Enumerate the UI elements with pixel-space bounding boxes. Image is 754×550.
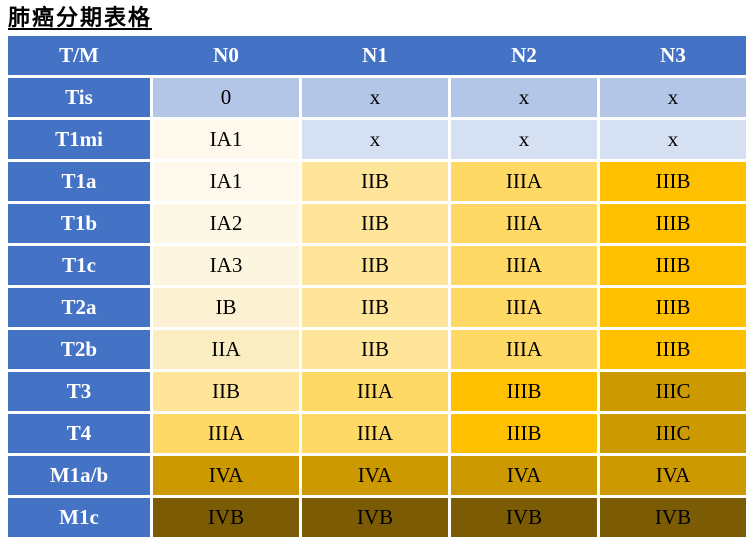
stage-cell: IIIB	[600, 246, 746, 285]
stage-cell: IIIB	[451, 372, 597, 411]
stage-cell: IVB	[302, 498, 448, 537]
stage-cell: IA2	[153, 204, 299, 243]
stage-cell: IIB	[302, 330, 448, 369]
stage-cell: x	[302, 120, 448, 159]
row-header-t3: T3	[8, 372, 150, 411]
stage-cell: IIIB	[600, 330, 746, 369]
stage-cell: IVA	[451, 456, 597, 495]
stage-cell: IIIA	[302, 372, 448, 411]
stage-cell: IIIA	[153, 414, 299, 453]
stage-cell: IIIB	[600, 204, 746, 243]
stage-cell: IIIC	[600, 372, 746, 411]
page-title: 肺癌分期表格	[8, 5, 153, 30]
column-header-t-m: T/M	[59, 43, 99, 67]
stage-cell: IIA	[153, 330, 299, 369]
stage-cell: IIB	[302, 162, 448, 201]
stage-cell: x	[451, 120, 597, 159]
column-header-n3: N3	[660, 43, 686, 67]
row-header-t1b: T1b	[8, 204, 150, 243]
stage-cell: x	[600, 78, 746, 117]
stage-cell: IIIC	[600, 414, 746, 453]
stage-cell: IA3	[153, 246, 299, 285]
row-header-t2b: T2b	[8, 330, 150, 369]
stage-cell: IA1	[153, 120, 299, 159]
row-header-t4: T4	[8, 414, 150, 453]
stage-cell: IIIA	[451, 330, 597, 369]
stage-cell: IVB	[451, 498, 597, 537]
row-header-t1a: T1a	[8, 162, 150, 201]
column-header-n2: N2	[511, 43, 537, 67]
staging-table: T/M N0 N1 N2 N3 Tis 0 x x x T1mi IA1 x x x T1a IA1 IIB II…	[8, 36, 746, 537]
stage-cell: IIIB	[451, 414, 597, 453]
stage-cell: x	[600, 120, 746, 159]
stage-cell: IA1	[153, 162, 299, 201]
column-header-n0: N0	[213, 43, 239, 67]
column-header-n1: N1	[362, 43, 388, 67]
row-header-t1mi: T1mi	[8, 120, 150, 159]
row-header-m1a-b: M1a/b	[8, 456, 150, 495]
stage-cell: 0	[153, 78, 299, 117]
stage-cell: IIB	[153, 372, 299, 411]
stage-cell: x	[302, 78, 448, 117]
stage-cell: IIB	[302, 288, 448, 327]
stage-cell: IIIA	[451, 204, 597, 243]
row-header-t1c: T1c	[8, 246, 150, 285]
stage-cell: IIIA	[451, 246, 597, 285]
document-page: 肺癌分期表格 T/M N0 N1 N2 N3 Tis 0 x x x T1mi IA1 x x x T1a I…	[8, 5, 746, 537]
stage-cell: IVB	[153, 498, 299, 537]
stage-cell: IVA	[302, 456, 448, 495]
stage-cell: IIIA	[302, 414, 448, 453]
table-header-row: T/M N0 N1 N2 N3	[8, 36, 746, 75]
stage-cell: IIIB	[600, 162, 746, 201]
stage-cell: x	[451, 78, 597, 117]
row-header-t2a: T2a	[8, 288, 150, 327]
stage-cell: IIB	[302, 204, 448, 243]
stage-cell: IVA	[153, 456, 299, 495]
row-header-tis: Tis	[8, 78, 150, 117]
stage-cell: IIIA	[451, 162, 597, 201]
stage-cell: IVB	[600, 498, 746, 537]
stage-cell: IVA	[600, 456, 746, 495]
stage-cell: IIB	[302, 246, 448, 285]
stage-cell: IIIA	[451, 288, 597, 327]
stage-cell: IIIB	[600, 288, 746, 327]
stage-cell: IB	[153, 288, 299, 327]
row-header-m1c: M1c	[8, 498, 150, 537]
title-block: 肺癌分期表格	[8, 5, 746, 31]
